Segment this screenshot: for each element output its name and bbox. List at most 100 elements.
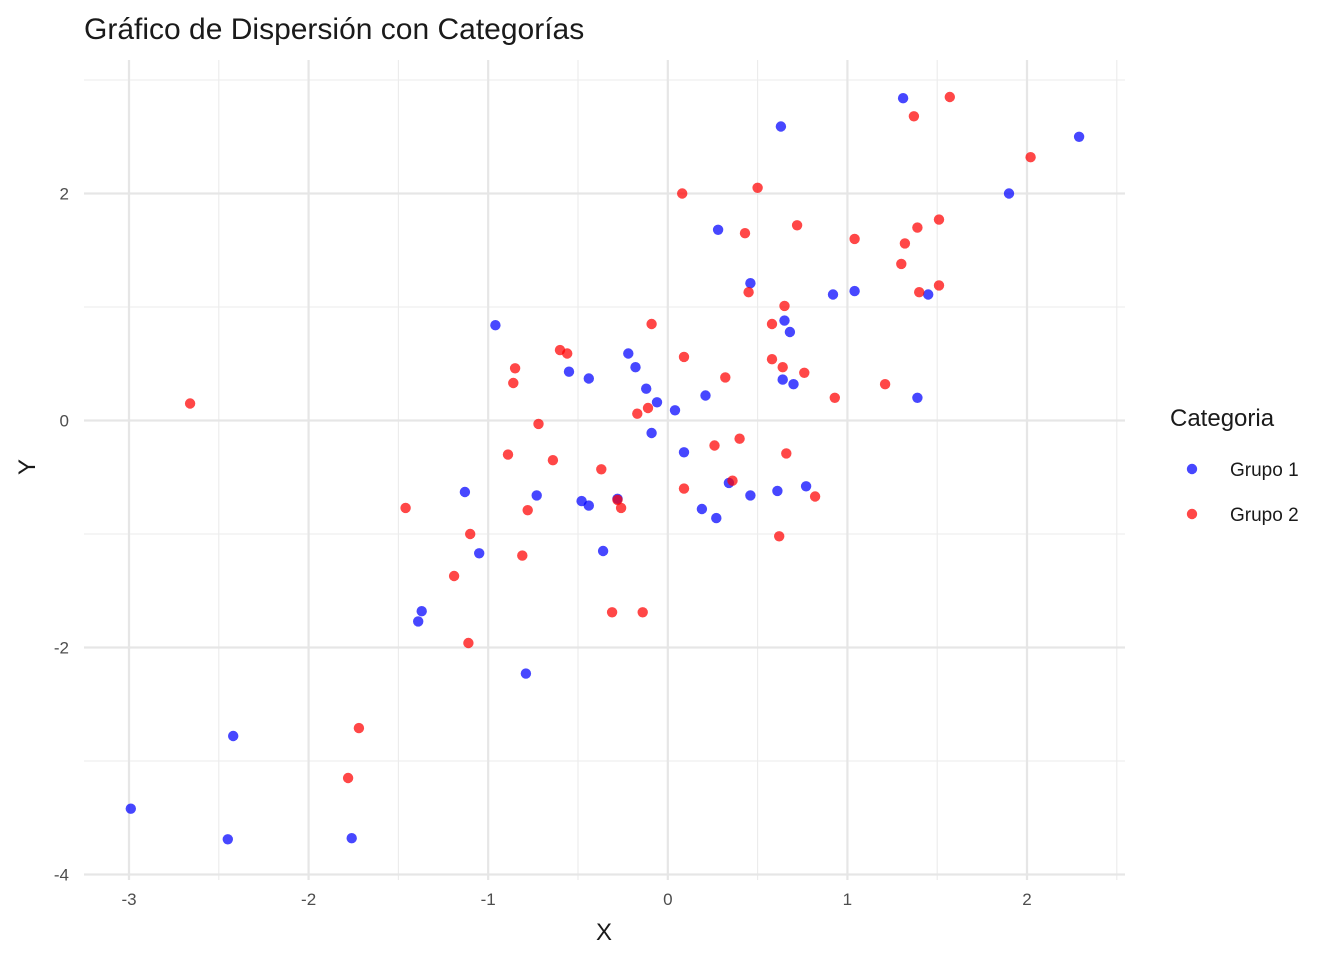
data-point-grupo-2 (465, 528, 476, 540)
data-point-grupo-1 (784, 326, 796, 338)
data-point-grupo-2 (849, 233, 860, 245)
data-point-grupo-1 (228, 730, 239, 742)
data-point-grupo-1 (1073, 131, 1085, 142)
data-point-grupo-2 (1025, 152, 1036, 163)
data-point-grupo-2 (791, 220, 803, 231)
data-point-grupo-2 (914, 287, 925, 298)
data-point-grupo-2 (933, 280, 945, 291)
y-axis-title: Y (14, 459, 41, 475)
data-point-grupo-2 (677, 188, 688, 199)
data-point-grupo-1 (583, 500, 594, 511)
data-point-grupo-2 (678, 351, 690, 363)
data-point-grupo-2 (944, 91, 955, 103)
data-point-grupo-2 (933, 214, 945, 225)
data-point-grupo-1 (696, 503, 708, 515)
data-point-grupo-2 (646, 318, 657, 330)
data-point-grupo-2 (615, 502, 627, 514)
x-tick-label: 2 (1022, 890, 1031, 909)
data-point-grupo-1 (597, 545, 609, 557)
data-point-grupo-1 (669, 405, 681, 416)
grid-minor (84, 60, 1125, 880)
data-point-grupo-2 (508, 377, 519, 389)
data-point-grupo-1 (583, 373, 594, 384)
data-point-grupo-2 (912, 222, 923, 233)
data-point-grupo-2 (908, 111, 920, 122)
y-tick-label: -4 (54, 866, 69, 885)
data-point-grupo-1 (646, 427, 657, 439)
data-point-grupo-2 (899, 238, 911, 249)
data-point-grupo-2 (517, 550, 528, 561)
data-point-grupo-1 (923, 289, 934, 300)
x-axis-title: X (596, 919, 612, 946)
data-point-grupo-1 (630, 362, 641, 373)
data-point-grupo-2 (533, 418, 544, 430)
grid-major (84, 60, 1125, 880)
data-point-grupo-1 (623, 348, 634, 359)
legend-label-grupo-2: Grupo 2 (1230, 505, 1299, 526)
data-point-grupo-2 (781, 448, 792, 459)
x-tick-label: -3 (121, 890, 136, 909)
data-point-grupo-2 (596, 464, 607, 475)
data-point-grupo-1 (777, 374, 788, 385)
data-point-grupo-1 (827, 289, 839, 300)
data-point-grupo-2 (353, 722, 365, 734)
data-point-grupo-2 (342, 772, 354, 784)
data-point-grupo-2 (809, 491, 821, 502)
data-point-grupo-1 (712, 224, 724, 235)
data-point-grupo-2 (509, 363, 521, 374)
data-point-grupo-1 (800, 481, 812, 492)
data-point-grupo-1 (897, 93, 909, 104)
legend-label-grupo-1: Grupo 1 (1230, 460, 1299, 481)
data-point-grupo-2 (400, 502, 411, 514)
data-point-grupo-2 (766, 354, 778, 365)
data-point-grupo-1 (520, 668, 532, 679)
legend: Categoria Grupo 1 Grupo 2 (1170, 405, 1299, 526)
data-point-grupo-2 (606, 607, 618, 618)
data-point-grupo-1 (459, 486, 471, 498)
data-point-grupo-1 (346, 833, 357, 844)
data-point-grupo-2 (739, 228, 751, 239)
data-point-grupo-2 (562, 348, 573, 359)
legend-key-grupo-1 (1186, 463, 1198, 475)
data-point-grupo-2 (752, 182, 763, 193)
x-tick-label: 0 (663, 890, 672, 909)
data-point-grupo-1 (745, 278, 756, 289)
y-tick-label: -2 (54, 639, 69, 658)
data-point-grupo-2 (774, 531, 785, 542)
data-point-grupo-1 (413, 616, 424, 627)
data-point-grupo-1 (641, 383, 652, 394)
data-point-grupo-2 (637, 607, 648, 618)
data-point-grupo-1 (490, 320, 501, 331)
data-point-grupo-2 (720, 372, 731, 383)
data-point-grupo-2 (547, 455, 559, 466)
data-point-grupo-2 (766, 318, 778, 330)
data-point-grupo-1 (700, 390, 711, 401)
data-point-grupo-1 (474, 548, 485, 559)
y-tick-label: 0 (60, 412, 69, 431)
data-point-grupo-1 (779, 315, 790, 326)
data-point-grupo-1 (125, 803, 136, 814)
x-tick-label: -2 (301, 890, 316, 909)
data-point-grupo-2 (709, 440, 720, 451)
data-point-grupo-1 (1003, 188, 1015, 199)
data-point-grupo-2 (799, 367, 810, 378)
data-point-grupo-1 (563, 366, 575, 377)
data-point-grupo-1 (531, 490, 542, 501)
data-point-grupo-1 (849, 285, 860, 297)
data-point-grupo-2 (829, 392, 840, 403)
legend-title: Categoria (1170, 405, 1275, 432)
data-point-grupo-2 (463, 637, 474, 649)
y-tick-label: 2 (60, 185, 69, 204)
x-tick-label: -1 (481, 890, 496, 909)
data-point-grupo-2 (734, 433, 745, 444)
data-point-grupo-1 (678, 447, 690, 458)
chart-title: Gráfico de Dispersión con Categorías (84, 13, 584, 46)
data-point-grupo-2 (502, 449, 514, 460)
data-point-grupo-1 (772, 485, 783, 497)
y-axis-tick-labels: -4 -2 0 2 (54, 185, 69, 885)
data-point-grupo-2 (642, 402, 654, 414)
data-point-grupo-2 (448, 570, 460, 582)
data-point-grupo-2 (777, 362, 788, 373)
data-point-grupo-2 (879, 379, 891, 390)
data-points (125, 91, 1085, 845)
